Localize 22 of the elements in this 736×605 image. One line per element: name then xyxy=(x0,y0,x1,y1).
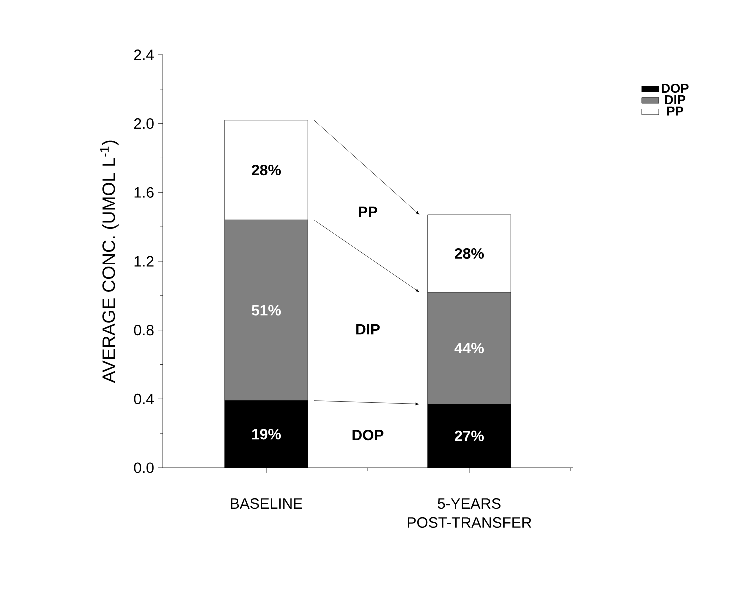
annotation: 19% xyxy=(252,429,282,440)
annotation: DIP xyxy=(356,324,380,335)
x-tick-label: BASELINE xyxy=(231,498,302,510)
annotation: DOP xyxy=(352,430,384,441)
legend-label: DIP xyxy=(665,95,686,104)
legend-label: PP xyxy=(667,106,684,116)
annotation: 44% xyxy=(454,343,484,354)
annotation: 27% xyxy=(455,430,484,442)
y-tick-label: 0.4 xyxy=(134,394,154,404)
y-tick-label: 0.8 xyxy=(134,325,154,336)
y-tick-label: 2.4 xyxy=(134,50,154,60)
legend-label: DOP xyxy=(662,84,689,94)
annotation: 28% xyxy=(252,164,282,176)
y-tick-label: 1.6 xyxy=(134,187,154,198)
x-tick-label: 5-YEARS POST-TRANSFER xyxy=(408,498,532,528)
y-tick-label: 0.0 xyxy=(134,462,154,474)
y-tick-label: 2.0 xyxy=(134,118,154,130)
annotation: 51% xyxy=(252,305,282,316)
annotation: 28% xyxy=(455,248,484,260)
annotation: PP xyxy=(359,206,378,218)
y-tick-label: 1.2 xyxy=(134,256,154,267)
y-axis-title: AVERAGE CONC. (UMOL L$^{-1}$) xyxy=(100,140,119,384)
